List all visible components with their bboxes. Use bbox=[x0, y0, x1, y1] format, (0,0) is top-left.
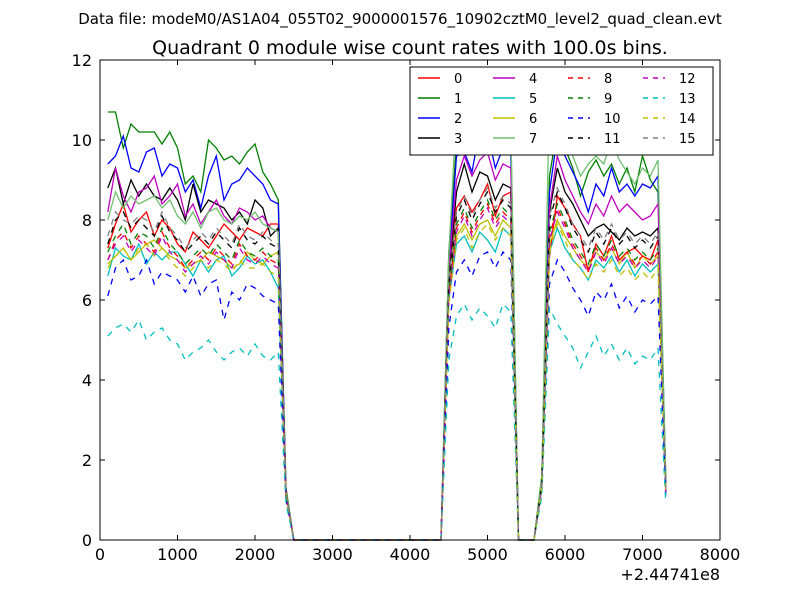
x-tick-label: 7000 bbox=[622, 545, 663, 564]
y-tick-label: 8 bbox=[82, 211, 92, 230]
x-offset-label: +2.44741e8 bbox=[620, 565, 720, 584]
legend-label-14: 14 bbox=[679, 112, 696, 127]
legend-label-15: 15 bbox=[679, 132, 696, 147]
plot-frame bbox=[99, 59, 721, 541]
legend-label-6: 6 bbox=[529, 112, 537, 127]
legend-label-2: 2 bbox=[454, 112, 462, 127]
x-tick-label: 2000 bbox=[235, 545, 276, 564]
legend-label-9: 9 bbox=[604, 92, 612, 107]
y-tick-label: 6 bbox=[82, 291, 92, 310]
x-tick-label: 4000 bbox=[390, 545, 431, 564]
legend-label-3: 3 bbox=[454, 132, 462, 147]
x-tick-label: 6000 bbox=[545, 545, 586, 564]
y-tick-label: 2 bbox=[82, 451, 92, 470]
series-line-12 bbox=[107, 206, 667, 541]
legend-label-1: 1 bbox=[454, 92, 462, 107]
legend-box bbox=[409, 66, 714, 156]
legend-label-13: 13 bbox=[679, 92, 696, 107]
chart-title: Quadrant 0 module wise count rates with … bbox=[152, 37, 668, 59]
series-line-14 bbox=[107, 222, 667, 541]
x-tick-label: 8000 bbox=[700, 545, 741, 564]
legend-label-7: 7 bbox=[529, 132, 537, 147]
legend-label-5: 5 bbox=[529, 92, 537, 107]
y-tick-label: 0 bbox=[82, 531, 92, 550]
legend-label-8: 8 bbox=[604, 72, 612, 87]
x-tick-label: 1000 bbox=[157, 545, 198, 564]
y-tick-label: 12 bbox=[72, 51, 92, 70]
x-tick-label: 0 bbox=[95, 545, 105, 564]
figure-suptitle: Data file: modeM0/AS1A04_055T02_90000015… bbox=[78, 10, 722, 29]
legend-label-4: 4 bbox=[529, 72, 537, 87]
legend-label-0: 0 bbox=[454, 72, 462, 87]
series-line-15 bbox=[107, 186, 667, 541]
legend-label-12: 12 bbox=[679, 72, 696, 87]
x-tick-label: 5000 bbox=[467, 545, 508, 564]
legend-label-11: 11 bbox=[604, 132, 621, 147]
series-line-8 bbox=[107, 202, 667, 541]
y-tick-label: 4 bbox=[82, 371, 92, 390]
axis-ticks: 0 1000 2000 3000 4000 5000 6000 7000 80000246810… bbox=[72, 51, 741, 564]
y-tick-label: 10 bbox=[72, 131, 92, 150]
x-tick-label: 3000 bbox=[312, 545, 353, 564]
legend-label-10: 10 bbox=[604, 112, 621, 127]
